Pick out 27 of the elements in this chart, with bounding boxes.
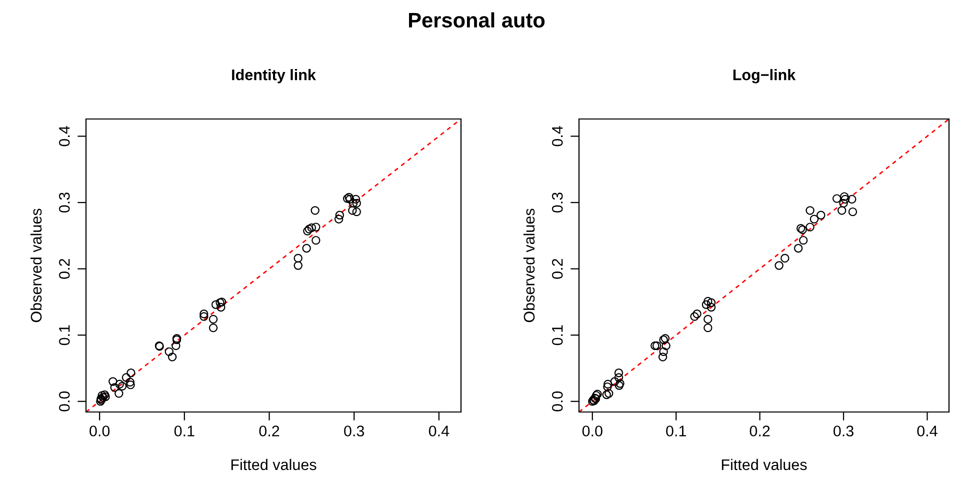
y-tick-label: 0.4 bbox=[552, 126, 563, 146]
x-tick-label: 0.2 bbox=[750, 426, 770, 436]
x-tick-label: 0.1 bbox=[666, 426, 686, 436]
y-tick-label: 0.1 bbox=[552, 325, 563, 346]
x-axis-title: Fitted values bbox=[722, 458, 807, 470]
y-tick-label: 0.3 bbox=[58, 192, 70, 213]
x-tick-label: 0.1 bbox=[174, 426, 194, 436]
chart-title: Identity link bbox=[232, 69, 316, 84]
y-axis-title: Observed values bbox=[30, 208, 42, 322]
x-axis-title: Fitted values bbox=[231, 458, 316, 470]
text: Personal auto bbox=[409, 12, 545, 28]
y-tick-label: 0.0 bbox=[552, 391, 563, 412]
x-tick-label: 0.4 bbox=[917, 426, 938, 436]
x-tick-label: 0.3 bbox=[344, 426, 364, 436]
x-tick-label: 0.3 bbox=[834, 426, 854, 436]
y-tick-label: 0.2 bbox=[552, 258, 563, 279]
y-tick-label: 0.3 bbox=[552, 192, 563, 213]
x-tick-label: 0.4 bbox=[428, 426, 450, 436]
y-tick-label: 0.2 bbox=[58, 258, 70, 279]
x-tick-label: 0.0 bbox=[582, 426, 602, 436]
y-tick-label: 0.4 bbox=[58, 126, 70, 146]
chart-title: Log−link bbox=[733, 69, 796, 84]
x-tick-label: 0.2 bbox=[259, 426, 280, 436]
x-tick-label: 0.0 bbox=[90, 426, 110, 436]
y-tick-label: 0.1 bbox=[58, 325, 70, 346]
y-axis-title: Observed values bbox=[523, 208, 535, 322]
y-tick-label: 0.0 bbox=[58, 391, 70, 412]
